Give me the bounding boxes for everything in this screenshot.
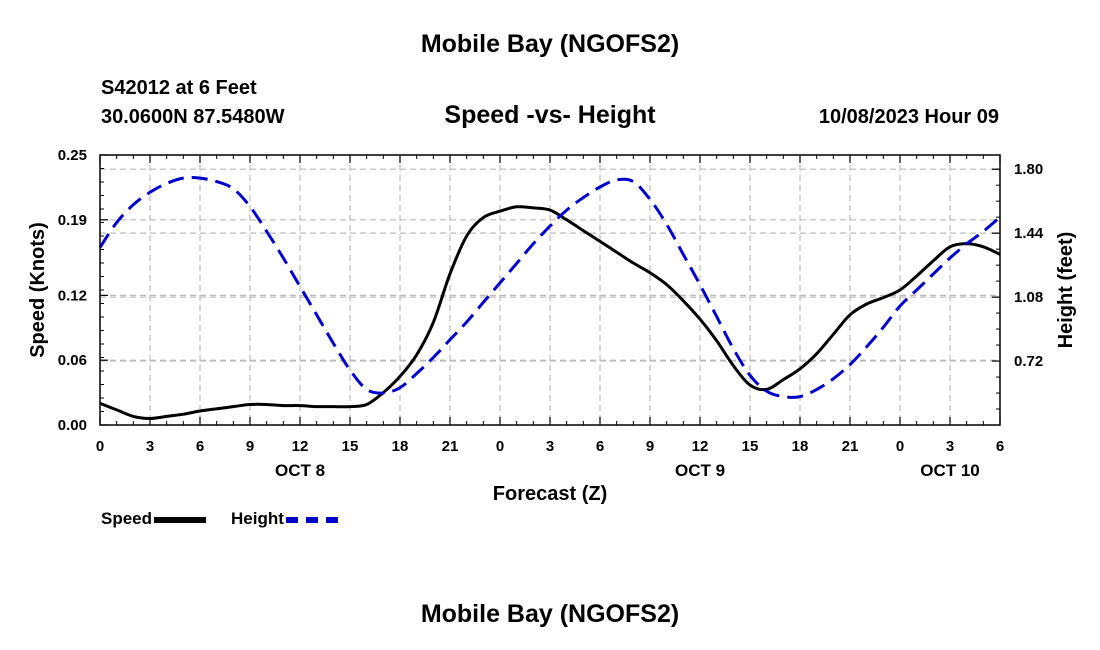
legend-speed-label: Speed	[101, 509, 153, 528]
legend-height-swatch	[285, 516, 338, 523]
x-tick-label: 9	[246, 438, 254, 455]
legend-speed: Speed	[101, 509, 207, 529]
y-left-tick-label: 0.06	[58, 352, 87, 369]
y-left-tick-label: 0.00	[58, 417, 87, 434]
axis-labels: 0 3 6 9 12 15 18 21 0 3 6 9 12 15 18 21 0 3 6 OCT 8 OCT 9 OCT…	[27, 147, 1077, 505]
chart-main-title: Mobile Bay (NGOFS2)	[420, 30, 680, 58]
height-series-line	[98, 176, 1001, 399]
y-left-tick-label: 0.19	[58, 212, 87, 229]
date-label: OCT 9	[675, 461, 725, 480]
y-right-tick-label: 1.80	[1014, 161, 1043, 178]
x-tick-label: 12	[292, 438, 309, 455]
x-tick-label: 6	[596, 438, 604, 455]
x-axis-title: Forecast (Z)	[493, 483, 607, 505]
axis-ticks	[99, 154, 1001, 426]
y-right-tick-label: 1.08	[1014, 289, 1043, 306]
x-tick-label: 6	[996, 438, 1004, 455]
date-label: OCT 10	[920, 461, 980, 480]
x-tick-label: 3	[546, 438, 554, 455]
x-tick-label: 0	[496, 438, 504, 455]
y-right-axis-title: Height (feet)	[1055, 232, 1077, 349]
x-tick-label: 3	[146, 438, 154, 455]
y-right-tick-label: 1.44	[1014, 225, 1044, 242]
x-tick-label: 18	[792, 438, 809, 455]
x-tick-label: 9	[646, 438, 654, 455]
x-tick-label: 21	[442, 438, 459, 455]
station-coordinates: 30.0600N 87.5480W	[101, 106, 285, 128]
x-tick-label: 12	[692, 438, 709, 455]
x-tick-label: 3	[946, 438, 954, 455]
forecast-datetime: 10/08/2023 Hour 09	[818, 106, 999, 128]
station-label: S42012 at 6 Feet	[101, 77, 257, 99]
series-lines	[98, 176, 1001, 420]
legend-speed-swatch	[154, 516, 207, 523]
y-left-tick-label: 0.25	[58, 147, 87, 164]
y-right-tick-label: 0.72	[1014, 353, 1043, 370]
x-tick-label: 0	[96, 438, 104, 455]
x-tick-label: 6	[196, 438, 204, 455]
y-left-tick-label: 0.12	[58, 287, 87, 304]
x-tick-label: 0	[896, 438, 904, 455]
y-left-axis-title: Speed (Knots)	[27, 222, 49, 358]
legend-height-label: Height	[231, 509, 284, 528]
x-tick-label: 15	[742, 438, 759, 455]
footer-title: Mobile Bay (NGOFS2)	[420, 600, 680, 628]
date-label: OCT 8	[275, 461, 325, 480]
x-tick-label: 15	[342, 438, 359, 455]
x-tick-label: 21	[842, 438, 859, 455]
speed-series-line	[99, 205, 1001, 420]
x-tick-label: 18	[392, 438, 409, 455]
legend-height: Height	[231, 509, 338, 529]
grid-lines	[100, 155, 1000, 425]
chart-subtitle: Speed -vs- Height	[444, 101, 656, 129]
